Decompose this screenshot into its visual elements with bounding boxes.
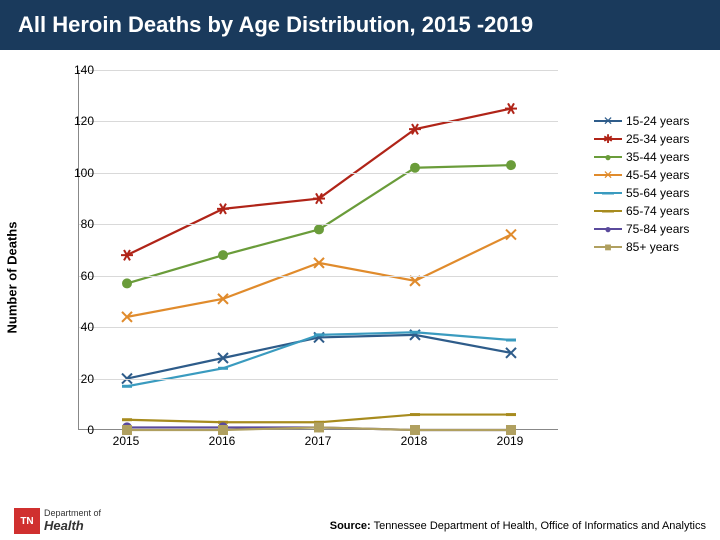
series-marker [314, 224, 324, 234]
source-label: Source: [330, 520, 371, 532]
legend-item: ✱25-34 years [594, 132, 706, 146]
legend: ✕15-24 years ✱25-34 years ●35-44 years ✕45-… [594, 110, 706, 258]
series-marker [506, 160, 516, 170]
tn-health-logo: TN Department of Health [14, 508, 101, 534]
ytick: 40 [64, 320, 94, 334]
y-axis-label: Number of Deaths [5, 222, 20, 334]
plot-region [78, 70, 558, 430]
xtick: 2015 [113, 434, 140, 448]
legend-label: 75-84 years [626, 222, 689, 236]
chart-title: All Heroin Deaths by Age Distribution, 2… [0, 0, 720, 50]
logo-text: Department of Health [44, 509, 101, 533]
source-text: Tennessee Department of Health, Office o… [371, 520, 706, 532]
chart-area: Number of Deaths 02040608010012014020152… [20, 60, 580, 480]
series-marker [121, 250, 133, 260]
legend-item: ―65-74 years [594, 204, 706, 218]
xtick: 2018 [401, 434, 428, 448]
ytick: 120 [64, 114, 94, 128]
series-marker [506, 230, 516, 240]
xtick: 2019 [497, 434, 524, 448]
ytick: 80 [64, 217, 94, 231]
legend-item: ■85+ years [594, 240, 706, 254]
xtick: 2016 [209, 434, 236, 448]
xtick: 2017 [305, 434, 332, 448]
series-marker [217, 204, 229, 214]
ytick: 0 [64, 423, 94, 437]
ytick: 140 [64, 63, 94, 77]
legend-item: ―55-64 years [594, 186, 706, 200]
legend-label: 55-64 years [626, 186, 689, 200]
legend-label: 85+ years [626, 240, 679, 254]
legend-item: ✕45-54 years [594, 168, 706, 182]
legend-item: ●35-44 years [594, 150, 706, 164]
legend-label: 45-54 years [626, 168, 689, 182]
series-svg [79, 70, 558, 429]
series-line [127, 335, 511, 379]
legend-label: 25-34 years [626, 132, 689, 146]
series-marker [410, 163, 420, 173]
logo-badge: TN [14, 508, 40, 534]
ytick: 20 [64, 372, 94, 386]
series-marker [505, 103, 517, 113]
series-marker [122, 278, 132, 288]
series-marker [314, 422, 324, 432]
legend-item: ✕15-24 years [594, 114, 706, 128]
legend-label: 65-74 years [626, 204, 689, 218]
source-line: Source: Tennessee Department of Health, … [330, 520, 706, 532]
logo-name: Health [44, 519, 101, 533]
legend-item: ●75-84 years [594, 222, 706, 236]
legend-label: 15-24 years [626, 114, 689, 128]
ytick: 60 [64, 269, 94, 283]
ytick: 100 [64, 166, 94, 180]
series-marker [218, 250, 228, 260]
legend-label: 35-44 years [626, 150, 689, 164]
